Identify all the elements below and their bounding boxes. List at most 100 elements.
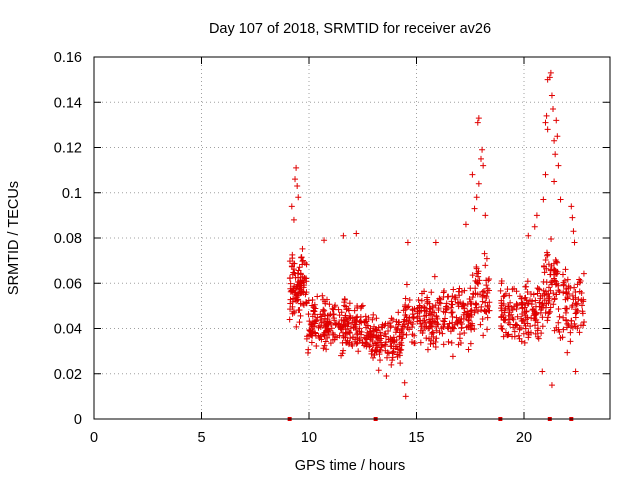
data-point [469,322,476,329]
data-point [461,305,468,312]
data-point [525,331,532,338]
data-point-peak [290,216,297,223]
data-point [356,318,363,325]
data-point [547,308,554,315]
data-point [445,293,452,300]
data-point [500,316,507,323]
y-tick-label: 0.08 [54,231,82,247]
data-point [521,304,528,311]
data-point [461,330,468,337]
data-point [409,320,416,327]
data-point-peak [353,230,360,237]
data-point [475,308,481,315]
data-point [434,297,441,304]
data-point [566,290,573,297]
data-point-peak [475,115,482,122]
data-point [314,314,321,321]
data-point [357,305,364,312]
data-point [332,320,339,327]
data-point-peak [462,221,469,228]
data-point [350,323,357,330]
data-point [568,304,575,311]
grid-lines [94,57,610,419]
data-point [419,320,426,327]
data-point-peak [555,162,562,169]
data-point [403,331,410,338]
data-point [322,315,329,322]
data-point [547,304,554,311]
data-point [349,319,356,326]
data-point [287,275,294,282]
data-point [320,308,327,315]
data-point [432,344,439,351]
data-point [430,329,437,336]
y-tick-label: 0.1 [62,186,82,202]
x-axis-label: GPS time / hours [295,458,405,474]
data-point [511,328,518,335]
data-point [296,264,303,271]
data-point [518,299,525,306]
data-point-peak [554,133,561,140]
data-point [576,276,583,283]
data-point [340,322,347,329]
data-point [309,332,316,339]
data-point [381,322,388,329]
data-point [343,339,350,346]
data-point-peak [480,162,487,169]
data-point [411,305,418,312]
data-point [419,327,426,334]
data-point-peak [550,106,557,113]
data-point [548,279,555,286]
data-point [364,322,371,329]
data-point [441,288,448,295]
data-point [374,334,381,341]
data-point [506,309,513,316]
data-point [396,352,403,359]
data-point [371,352,378,359]
data-point [373,327,380,334]
data-point [354,330,361,337]
data-point [445,338,452,345]
data-point [313,343,320,350]
data-point [435,307,442,314]
data-point [450,286,457,293]
data-point-peak [473,194,480,201]
data-point [461,309,468,316]
data-point [390,348,397,355]
data-point [373,342,380,349]
data-point [473,304,480,311]
data-point [500,293,507,300]
data-point [366,328,373,335]
data-point [378,344,385,351]
data-point [301,259,308,266]
data-point [290,260,297,267]
data-point [287,280,294,287]
data-point [409,338,416,345]
data-point [336,312,343,319]
data-point [580,296,587,303]
data-point [458,315,465,322]
data-point [376,347,383,354]
data-point [529,298,536,305]
data-point [513,306,520,313]
data-point [404,324,411,331]
data-point [354,313,361,320]
y-tick-label: 0 [74,412,82,428]
data-point [446,320,453,327]
y-tick-label: 0.04 [54,322,82,338]
data-point [516,335,523,342]
data-point [542,257,549,264]
data-point [545,284,552,291]
data-point [513,321,520,328]
data-point [522,312,529,319]
data-point [296,307,303,314]
data-point [524,288,531,295]
data-point [428,312,435,319]
data-point [404,304,411,311]
data-point [564,320,571,327]
data-point [569,292,576,299]
data-point [342,331,349,338]
data-point [518,317,525,324]
data-point [370,354,377,361]
data-point [418,297,425,304]
